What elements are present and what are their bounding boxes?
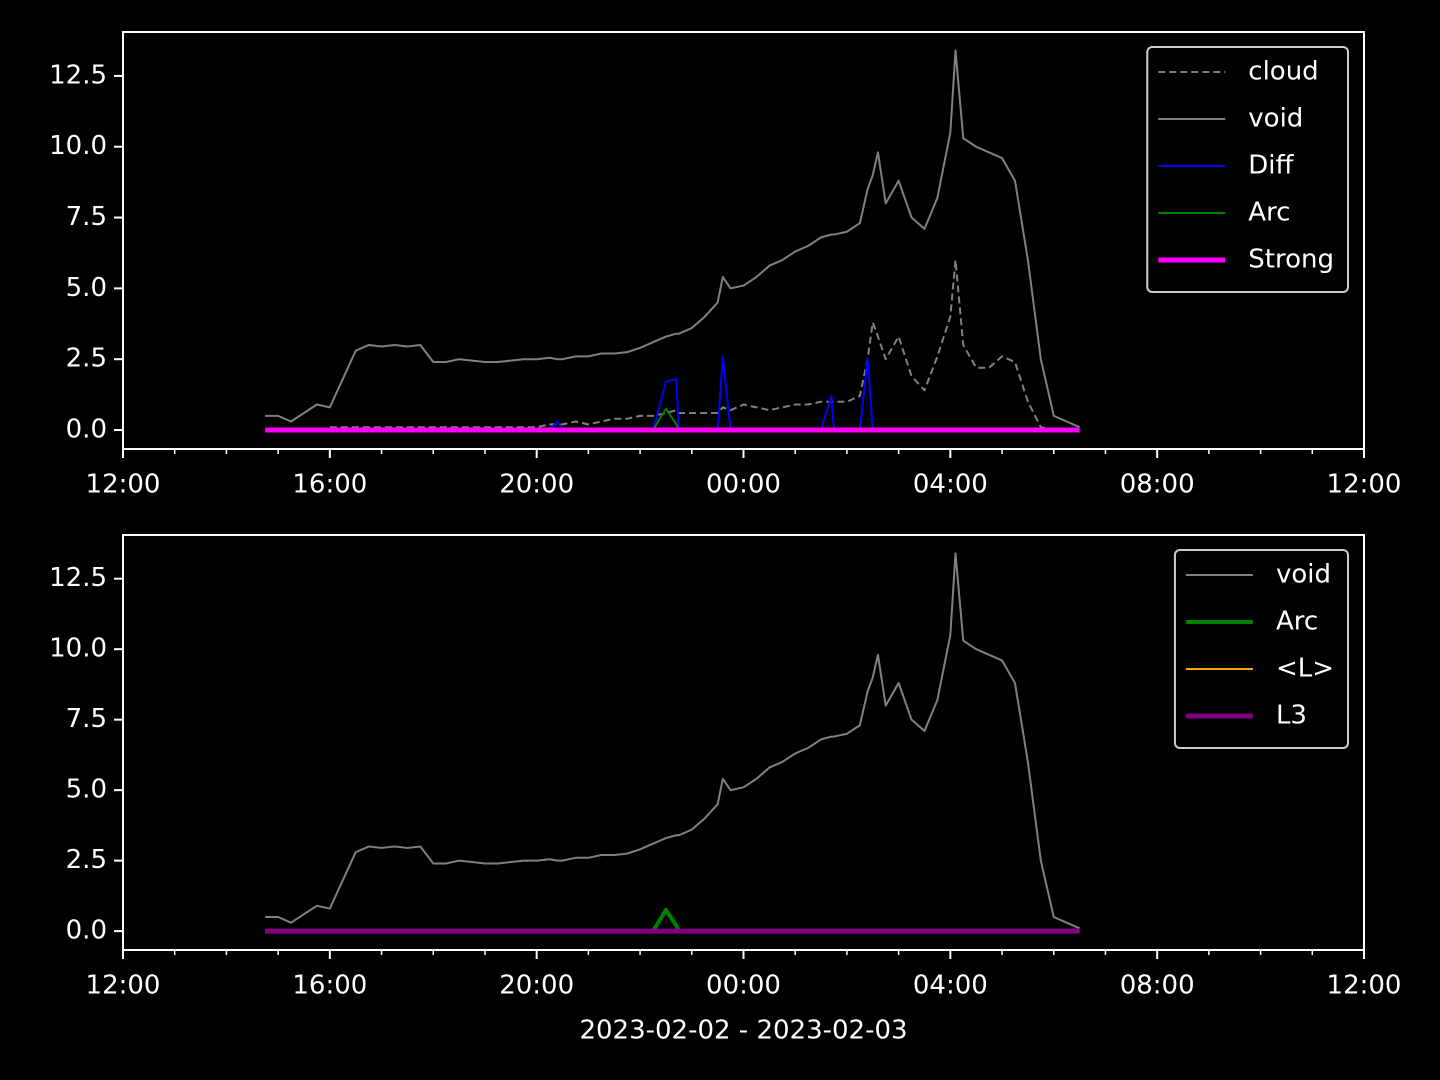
y-tick-label: 10.0	[49, 634, 107, 664]
x-tick-label: 20:00	[499, 470, 574, 500]
axes: 0.0 2.5 5.0 7.5 10.0 12.5 12:00 16:00 20:00 00:00…	[49, 31, 1402, 500]
series-line	[265, 49, 1081, 429]
legend: cloud void Diff Arc Strong	[1146, 46, 1349, 293]
y-tick-label: 2.5	[66, 845, 107, 875]
y-tick-label: 12.5	[49, 60, 107, 90]
x-axis-label: 2023-02-02 - 2023-02-03	[579, 1016, 907, 1046]
axes-frame	[122, 534, 1365, 951]
axes: 0.0 2.5 5.0 7.5 10.0 12.5 12:00 16:00 20:00 00:00…	[49, 534, 1402, 1046]
legend-label: Arc	[1276, 607, 1318, 637]
x-tick-label: 12:00	[1327, 971, 1402, 1001]
axes-frame	[122, 31, 1365, 450]
y-tick-label: 7.5	[66, 202, 107, 232]
x-tick-label: 12:00	[1327, 470, 1402, 500]
x-tick-label: 04:00	[913, 971, 988, 1001]
legend-label: void	[1248, 104, 1303, 134]
x-tick-label: 04:00	[913, 470, 988, 500]
y-tick-label: 0.0	[66, 415, 107, 445]
x-tick-label: 08:00	[1120, 971, 1195, 1001]
legend: void Arc <L> L3	[1173, 549, 1349, 749]
legend-label: cloud	[1248, 57, 1318, 87]
y-tick-label: 5.0	[66, 775, 107, 805]
y-tick-label: 2.5	[66, 344, 107, 374]
legend-label: <L>	[1276, 654, 1334, 684]
series-line	[329, 259, 1080, 432]
x-tick-label: 12:00	[86, 971, 161, 1001]
series-line	[265, 552, 1081, 930]
y-tick-label: 0.0	[66, 916, 107, 946]
legend-label: Strong	[1248, 245, 1334, 275]
y-tick-label: 12.5	[49, 563, 107, 593]
y-tick-label: 10.0	[49, 131, 107, 161]
legend-frame	[1173, 549, 1349, 749]
y-tick-label: 5.0	[66, 273, 107, 303]
x-tick-label: 08:00	[1120, 470, 1195, 500]
legend-label: void	[1276, 560, 1331, 590]
legend-frame	[1146, 46, 1349, 293]
x-tick-label: 20:00	[499, 971, 574, 1001]
x-tick-label: 00:00	[706, 470, 781, 500]
x-tick-label: 00:00	[706, 971, 781, 1001]
x-tick-label: 16:00	[292, 470, 367, 500]
x-tick-label: 12:00	[86, 470, 161, 500]
legend-label: Arc	[1248, 198, 1290, 228]
legend-label: Diff	[1248, 151, 1294, 181]
y-tick-label: 7.5	[66, 704, 107, 734]
legend-label: L3	[1276, 701, 1307, 731]
x-tick-label: 16:00	[292, 971, 367, 1001]
